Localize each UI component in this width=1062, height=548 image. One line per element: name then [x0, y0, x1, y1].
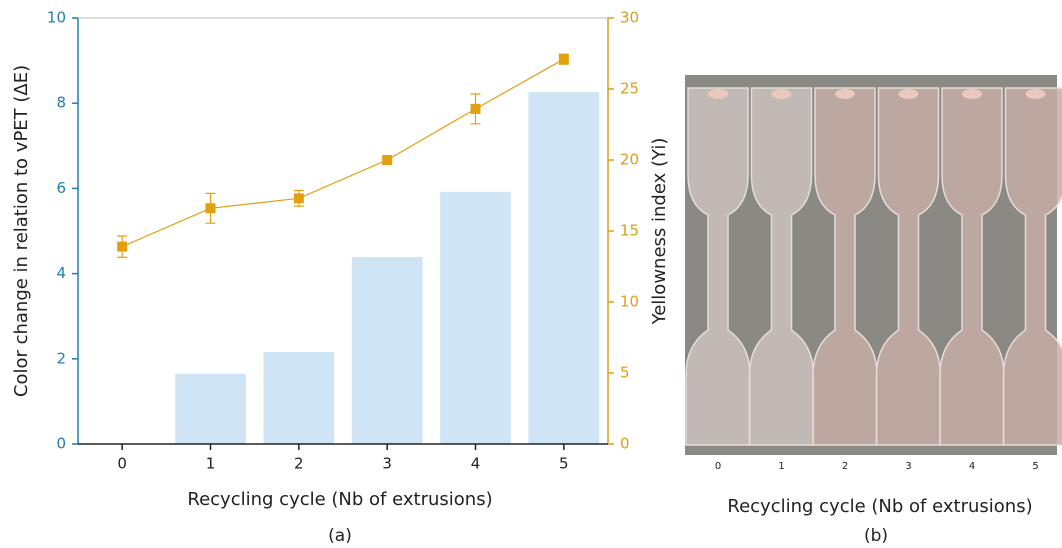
specimen-mark — [899, 89, 919, 99]
x-tick-label: 5 — [559, 455, 569, 473]
y2-tick-label: 0 — [620, 435, 630, 453]
point — [206, 203, 216, 213]
caption: (a) — [328, 526, 352, 546]
point — [559, 54, 569, 64]
y2-tick-label: 20 — [620, 151, 639, 169]
bar — [264, 352, 335, 444]
photo-tick-label: 5 — [1032, 461, 1038, 472]
y-tick-label: 6 — [56, 179, 66, 197]
specimen-mark — [1026, 89, 1046, 99]
y2-tick-label: 25 — [620, 80, 639, 98]
point — [294, 193, 304, 203]
point — [382, 155, 392, 165]
figure: Recycling cycle (Nb of extrusions) (a) C… — [0, 0, 1062, 548]
x-tick-label: 3 — [382, 455, 392, 473]
specimen-mark — [772, 89, 792, 99]
photo-tick-label: 3 — [905, 461, 911, 472]
x-tick-label: 0 — [117, 455, 127, 473]
y-tick-label: 2 — [56, 349, 66, 367]
x-tick-label: 4 — [471, 455, 481, 473]
point — [471, 104, 481, 114]
specimen-mark — [835, 89, 855, 99]
x-tick-label: 1 — [206, 455, 216, 473]
y2-tick-label: 5 — [620, 364, 630, 382]
y-tick-label: 0 — [56, 435, 66, 453]
bar — [529, 92, 600, 444]
bar — [175, 374, 246, 444]
photo-tick-label: 2 — [842, 461, 848, 472]
point — [117, 242, 127, 252]
photo-tick-label: 0 — [715, 461, 721, 472]
photo-x-title: Recycling cycle (Nb of extrusions) — [727, 496, 1032, 517]
bar — [440, 192, 511, 444]
specimen-mark — [962, 89, 982, 99]
x-axis-title: Recycling cycle (Nb of extrusions) — [187, 489, 492, 510]
y2-tick-label: 30 — [620, 9, 639, 27]
photo-tick-label: 4 — [969, 461, 975, 472]
y2-axis-title: Yellowness index (Yi) — [649, 138, 670, 326]
specimen-mark — [708, 89, 728, 99]
y2-tick-label: 10 — [620, 293, 639, 311]
y-axis-title: Color change in relation to vPET (ΔE) — [11, 65, 32, 397]
y-tick-label: 10 — [47, 9, 66, 27]
y-tick-label: 4 — [56, 264, 66, 282]
bar — [352, 257, 423, 444]
y2-tick-label: 15 — [620, 222, 639, 240]
photo-tick-label: 1 — [778, 461, 784, 472]
photo-caption: (b) — [864, 526, 888, 546]
x-tick-label: 2 — [294, 455, 304, 473]
y-tick-label: 8 — [56, 94, 66, 112]
